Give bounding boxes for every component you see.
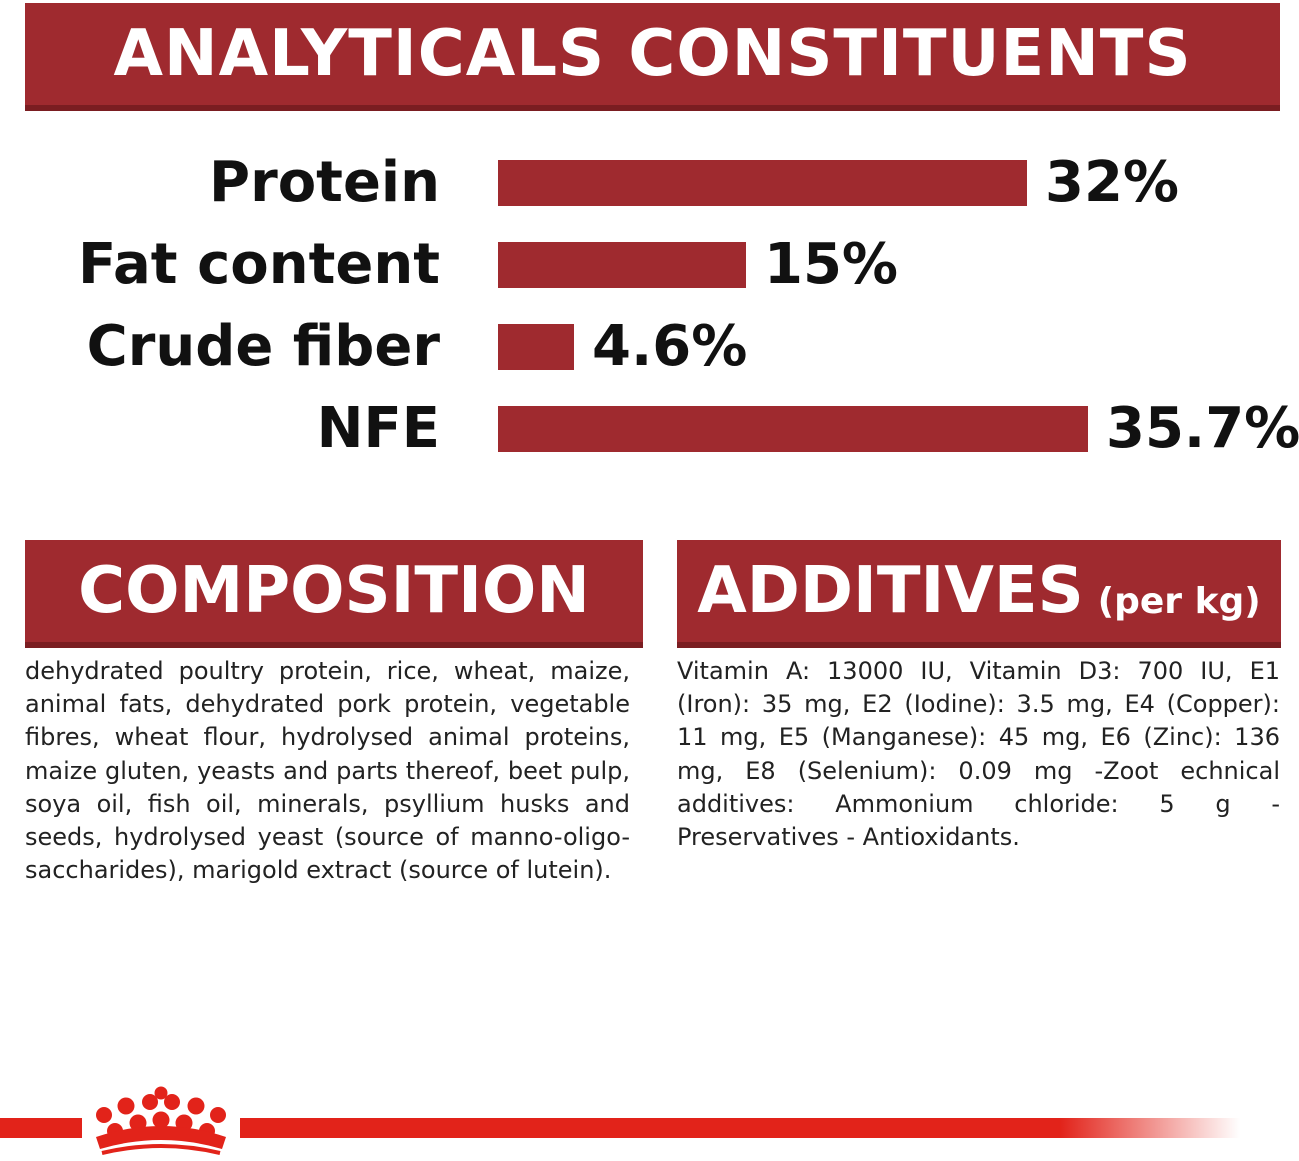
value-label: 15% (764, 232, 899, 297)
category-label: Crude fiber (86, 314, 440, 379)
value-label: 35.7% (1106, 396, 1299, 461)
composition-banner: COMPOSITION (25, 540, 643, 648)
category-label: Protein (209, 150, 440, 215)
constituents-bar-chart: Protein 32% Fat content 15% Crude fiber 4.6% N… (0, 140, 1299, 480)
bar (498, 324, 574, 370)
bar (498, 160, 1027, 206)
value-label: 4.6% (592, 314, 748, 379)
additives-unit: (per kg) (1097, 580, 1261, 622)
bar (498, 242, 746, 288)
value-label: 32% (1045, 150, 1180, 215)
additives-text: Vitamin A: 13000 IU, Vitamin D3: 700 IU,… (677, 657, 1280, 852)
title-banner: ANALYTICALS CONSTITUENTS (25, 3, 1280, 111)
composition-text: dehydrated poultry protein, rice, wheat,… (25, 657, 630, 885)
additives-heading: ADDITIVES (697, 554, 1084, 628)
composition-heading: COMPOSITION (78, 554, 590, 628)
category-label: NFE (316, 396, 440, 461)
crown-logo-icon (96, 1086, 226, 1155)
footer-line-right (240, 1118, 1240, 1138)
footer-line-left (0, 1118, 82, 1138)
category-label: Fat content (78, 232, 440, 297)
bar (498, 406, 1088, 452)
page-title: ANALYTICALS CONSTITUENTS (113, 17, 1192, 91)
additives-banner: ADDITIVES (per kg) (677, 540, 1281, 648)
